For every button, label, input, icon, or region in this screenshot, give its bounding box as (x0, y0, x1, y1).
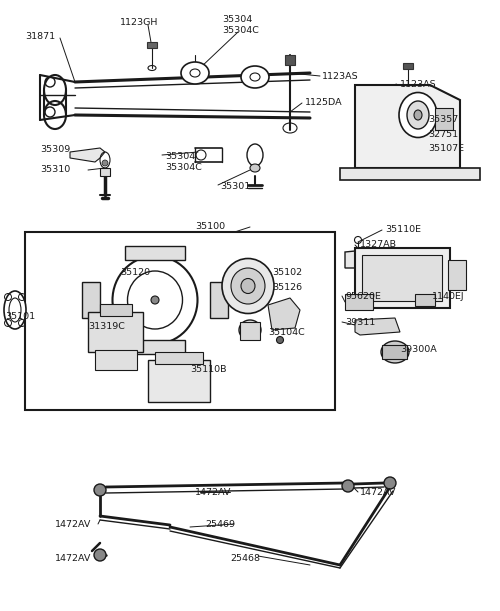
Ellipse shape (181, 62, 209, 84)
Ellipse shape (250, 164, 260, 172)
Text: 35126: 35126 (272, 283, 302, 292)
Text: 35304: 35304 (222, 15, 252, 24)
Polygon shape (340, 168, 480, 180)
Bar (25, 232, 335, 410)
Ellipse shape (399, 92, 437, 137)
Bar (155, 352, 203, 364)
Ellipse shape (241, 66, 269, 88)
Ellipse shape (112, 256, 198, 344)
Polygon shape (268, 298, 300, 330)
Text: 31871: 31871 (25, 32, 55, 41)
Bar (435, 108, 453, 130)
Circle shape (151, 296, 159, 304)
Text: 35104C: 35104C (268, 328, 305, 337)
Text: 39300A: 39300A (400, 345, 437, 354)
Bar (147, 42, 157, 48)
Bar (362, 255, 442, 301)
Polygon shape (70, 148, 105, 162)
Text: 35301: 35301 (220, 182, 250, 191)
Polygon shape (345, 248, 385, 268)
Ellipse shape (342, 480, 354, 492)
Text: 1123GH: 1123GH (120, 18, 158, 27)
Text: 1125DA: 1125DA (305, 98, 343, 107)
Text: 25468: 25468 (230, 554, 260, 563)
Text: 1472AV: 1472AV (360, 488, 397, 497)
Bar (285, 55, 295, 65)
Ellipse shape (94, 484, 106, 496)
Bar (95, 350, 137, 370)
Ellipse shape (384, 477, 396, 489)
Ellipse shape (94, 549, 106, 561)
Polygon shape (355, 318, 400, 335)
Text: 25469: 25469 (205, 520, 235, 529)
Text: 35100: 35100 (195, 222, 225, 231)
Bar (210, 282, 228, 318)
Text: 1123AS: 1123AS (400, 80, 436, 89)
Ellipse shape (239, 320, 261, 340)
Bar (148, 360, 210, 402)
Text: 95620E: 95620E (345, 292, 381, 301)
Bar (88, 312, 143, 352)
Text: 35310: 35310 (40, 165, 70, 174)
Text: 31319C: 31319C (88, 322, 125, 331)
Bar (240, 322, 260, 340)
Text: 39311: 39311 (345, 318, 375, 327)
Text: 35101: 35101 (5, 312, 35, 321)
Text: 1472AV: 1472AV (55, 520, 92, 529)
Ellipse shape (128, 271, 182, 329)
Text: 35120: 35120 (120, 268, 150, 277)
Bar (125, 340, 185, 354)
Circle shape (102, 160, 108, 166)
Text: 35110B: 35110B (190, 365, 226, 374)
Bar (382, 345, 407, 359)
Bar (82, 282, 100, 318)
Ellipse shape (414, 110, 422, 120)
Bar (345, 294, 373, 310)
Ellipse shape (381, 341, 409, 363)
Polygon shape (355, 85, 460, 168)
Text: 32751: 32751 (428, 130, 458, 139)
Ellipse shape (407, 101, 429, 129)
Bar (415, 294, 435, 306)
Ellipse shape (241, 279, 255, 293)
Text: 35304C: 35304C (222, 26, 259, 35)
Bar (100, 168, 110, 176)
Text: 35304C: 35304C (165, 163, 202, 172)
Ellipse shape (4, 291, 26, 329)
Text: 1123AS: 1123AS (322, 72, 358, 81)
Text: 35107E: 35107E (428, 144, 464, 153)
Text: 1327AB: 1327AB (360, 240, 397, 249)
Ellipse shape (222, 258, 274, 313)
Text: 35357: 35357 (428, 115, 458, 124)
Text: 35102: 35102 (272, 268, 302, 277)
Bar (100, 304, 132, 316)
Text: 35309: 35309 (40, 145, 70, 154)
Bar (355, 248, 450, 308)
Circle shape (276, 337, 283, 343)
Bar (403, 63, 413, 69)
Text: 35110E: 35110E (385, 225, 421, 234)
Text: 1140EJ: 1140EJ (432, 292, 464, 301)
Text: 1472AV: 1472AV (55, 554, 92, 563)
Text: 1472AV: 1472AV (195, 488, 232, 497)
Ellipse shape (231, 268, 265, 304)
Bar (125, 246, 185, 260)
Bar (448, 260, 466, 290)
Text: 35304: 35304 (165, 152, 195, 161)
